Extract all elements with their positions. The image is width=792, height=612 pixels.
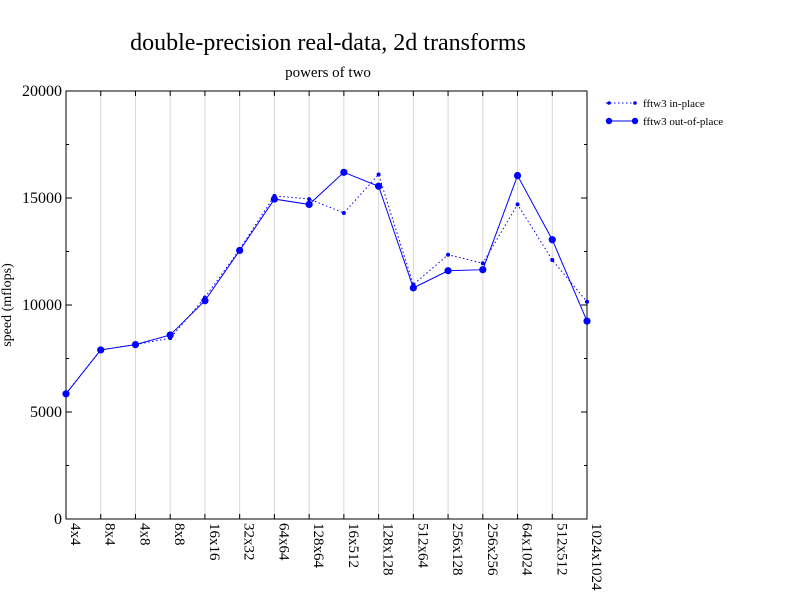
- x-tick-label: 128x128: [380, 523, 396, 576]
- y-tick-label: 10000: [22, 297, 62, 314]
- data-point-in-place: [585, 299, 589, 304]
- x-tick-label: 8x4: [102, 523, 118, 546]
- y-ticks: 0 5000 10000 15000 20000: [22, 83, 587, 528]
- data-point-out-of-place: [201, 297, 209, 305]
- legend-item-out-of-place: fftw3 out-of-place: [605, 116, 723, 128]
- data-point-out-of-place: [270, 195, 278, 203]
- x-tick-label: 16x16: [206, 523, 222, 561]
- data-point-out-of-place: [375, 182, 383, 190]
- plot-frame: [65, 90, 588, 520]
- x-tick-label: 128x64: [310, 523, 326, 569]
- grid-layer: [100, 91, 553, 519]
- x-tick-label: 256x256: [484, 523, 500, 576]
- data-point-out-of-place: [479, 266, 487, 274]
- legend-marker-in-place: [607, 101, 611, 105]
- data-point-out-of-place: [166, 331, 174, 339]
- data-point-out-of-place: [340, 168, 348, 176]
- x-tick-label: 8x8: [171, 523, 187, 546]
- data-point-in-place: [446, 252, 451, 257]
- y-tick-label: 0: [54, 511, 62, 528]
- x-tick-label: 1024x1024: [588, 523, 604, 591]
- legend-item-in-place: fftw3 in-place: [606, 98, 705, 110]
- data-point-out-of-place: [97, 346, 105, 354]
- y-tick-label: 20000: [22, 83, 62, 100]
- data-point-in-place: [341, 210, 346, 215]
- y-tick-label: 5000: [30, 404, 62, 421]
- legend: fftw3 in-place fftw3 out-of-place: [605, 98, 723, 128]
- y-axis-label: speed (mflops): [0, 263, 15, 347]
- data-point-out-of-place: [236, 246, 244, 255]
- chart-title: double-precision real-data, 2d transform…: [130, 30, 526, 56]
- legend-marker-out-of-place: [631, 117, 639, 125]
- data-point-in-place: [515, 202, 520, 207]
- x-tick-label: 16x512: [345, 523, 361, 568]
- data-point-out-of-place: [305, 200, 313, 209]
- data-point-in-place: [307, 197, 312, 202]
- x-tick-label: 4x4: [67, 523, 83, 546]
- x-tick-label: 512x64: [414, 523, 430, 569]
- data-point-out-of-place: [513, 171, 522, 180]
- legend-marker-in-place: [633, 101, 637, 105]
- series-layer: [62, 168, 591, 398]
- x-tick-label: 512x512: [553, 523, 569, 576]
- series-line-out-of-place: [65, 171, 588, 395]
- chart-subtitle: powers of two: [285, 65, 371, 81]
- legend-marker-out-of-place: [605, 117, 613, 125]
- data-point-in-place: [480, 261, 485, 266]
- series-line-in-place: [65, 173, 588, 395]
- x-tick-label: 256x128: [449, 523, 465, 576]
- data-point-out-of-place: [131, 340, 140, 349]
- data-point-out-of-place: [409, 284, 417, 292]
- x-tick-label: 32x32: [241, 523, 257, 561]
- legend-label-out-of-place: fftw3 out-of-place: [643, 116, 723, 128]
- data-point-out-of-place: [62, 390, 70, 398]
- data-point-out-of-place: [583, 317, 591, 325]
- x-tick-label: 4x8: [136, 523, 152, 546]
- x-tick-label: 64x64: [275, 523, 291, 561]
- x-tick-label: 64x1024: [519, 523, 535, 576]
- data-point-in-place: [550, 258, 555, 263]
- y-tick-label: 15000: [22, 190, 62, 207]
- data-point-out-of-place: [444, 267, 452, 275]
- data-point-in-place: [376, 172, 381, 177]
- data-point-out-of-place: [548, 236, 556, 244]
- legend-label-in-place: fftw3 in-place: [643, 98, 705, 110]
- x-ticks: 4x4 8x4 4x8 8x8 16x16 32x32 64x64 128x64 16x512 1…: [65, 91, 604, 591]
